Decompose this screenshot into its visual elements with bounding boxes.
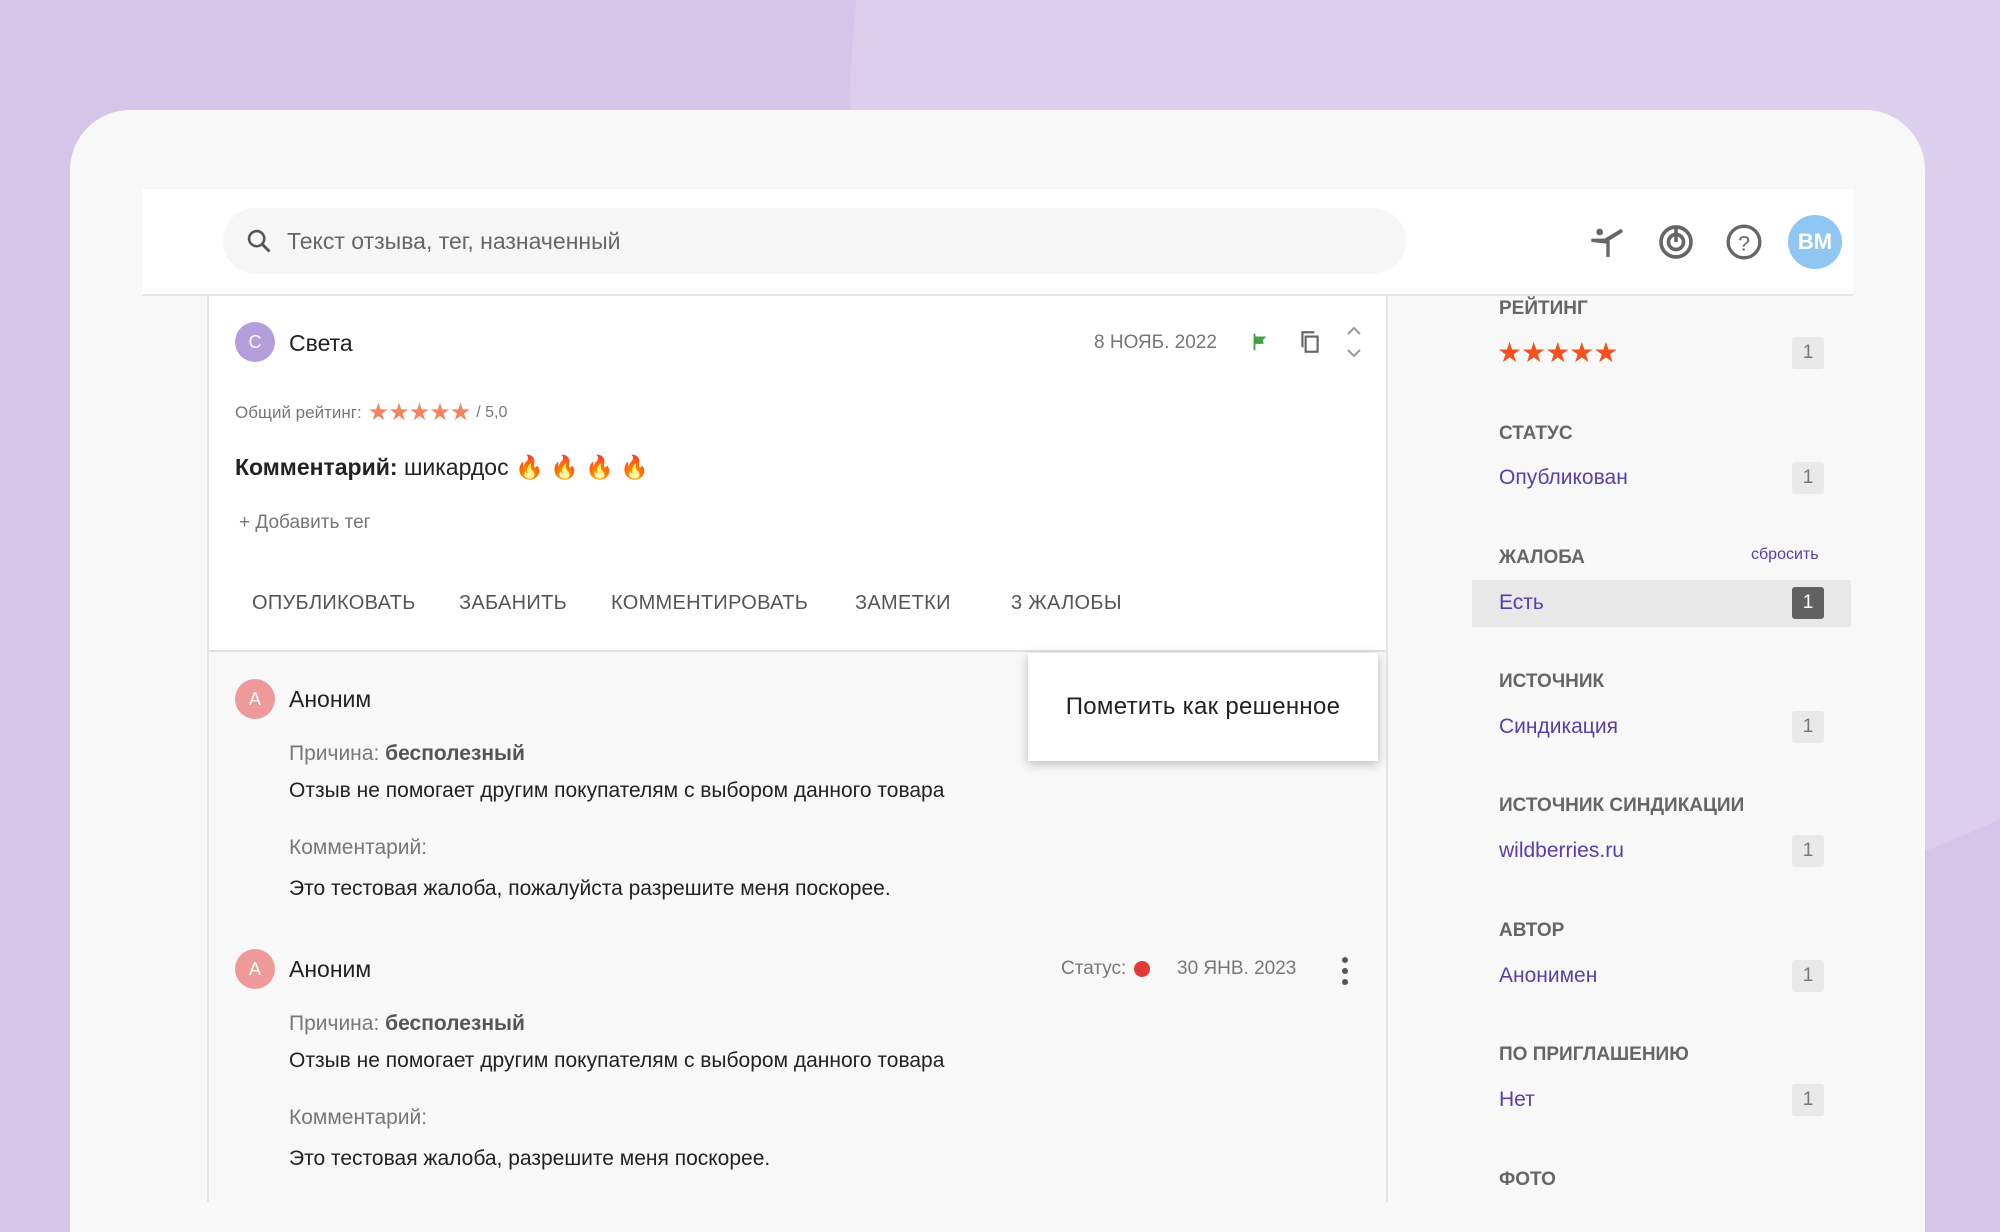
radar-icon[interactable] [1653, 219, 1699, 265]
filter-photo-title: ФОТО [1499, 1169, 1556, 1190]
filter-count: 1 [1792, 587, 1824, 619]
review-main: С Света 8 НОЯБ. 2022 Общий рейтинг: ★★★★… [209, 296, 1386, 652]
filter-count: 1 [1792, 462, 1824, 494]
search-icon [247, 229, 271, 253]
complaint-status: Статус: [1061, 958, 1151, 980]
complaint-author: Аноним [289, 956, 372, 982]
filter-status-value[interactable]: Опубликован [1499, 466, 1628, 489]
top-bar: Текст отзыва, тег, назначенный ? ВМ [142, 189, 1853, 296]
status-label: Статус: [1061, 958, 1127, 979]
reason-label: Причина: [289, 742, 380, 765]
complaint-reason-text: Отзыв не помогает другим покупателям с в… [289, 1049, 945, 1072]
copy-icon[interactable] [1297, 329, 1323, 360]
flag-icon[interactable] [1249, 330, 1271, 359]
add-tag-button[interactable]: + Добавить тег [239, 512, 371, 533]
filter-status-title: СТАТУС [1499, 423, 1573, 444]
comment-label: Комментарий: [235, 454, 398, 480]
author-avatar: С [235, 322, 275, 362]
author-name: Света [289, 330, 353, 356]
reset-filter-link[interactable]: сбросить [1751, 546, 1819, 563]
filter-complaint-selected[interactable] [1472, 580, 1851, 627]
rating-suffix: / 5,0 [476, 403, 508, 421]
complaint-comment: Это тестовая жалоба, разрешите меня поск… [289, 1147, 771, 1170]
rating-stars: ★★★★★ [367, 399, 472, 426]
expand-collapse-icon[interactable] [1345, 324, 1363, 365]
complaint-reason-text: Отзыв не помогает другим покупателям с в… [289, 779, 945, 802]
more-options-icon[interactable] [1339, 956, 1351, 991]
svg-text:?: ? [1738, 230, 1750, 255]
filter-source-title: ИСТОЧНИК [1499, 671, 1605, 692]
complaint-comment-label: Комментарий: [289, 836, 428, 859]
help-icon[interactable]: ? [1721, 219, 1767, 265]
rating-label: Общий рейтинг: [235, 402, 362, 422]
status-dot-icon [1134, 961, 1151, 977]
review-card: С Света 8 НОЯБ. 2022 Общий рейтинг: ★★★★… [207, 296, 1388, 1202]
filter-invite-value[interactable]: Нет [1499, 1088, 1535, 1111]
complaint-comment-label: Комментарий: [289, 1106, 428, 1129]
fire-icon: 🔥 🔥 🔥 🔥 [514, 454, 649, 480]
filter-count: 1 [1792, 337, 1824, 369]
filter-synd-source-value[interactable]: wildberries.ru [1499, 839, 1624, 862]
filter-complaint-value[interactable]: Есть [1499, 591, 1544, 614]
filter-count: 1 [1792, 1084, 1824, 1116]
filter-complaint-title: ЖАЛОБА [1499, 547, 1585, 568]
overall-rating: Общий рейтинг: ★★★★★ / 5,0 [235, 398, 507, 427]
mark-resolved-menu-item[interactable]: Пометить как решенное [1028, 653, 1378, 761]
ban-button[interactable]: ЗАБАНИТЬ [459, 592, 568, 614]
search-input[interactable]: Текст отзыва, тег, назначенный [223, 208, 1406, 274]
publish-button[interactable]: ОПУБЛИКОВАТЬ [252, 592, 416, 614]
reason-value: бесполезный [385, 742, 525, 765]
search-placeholder: Текст отзыва, тег, назначенный [287, 227, 621, 254]
filter-author-value[interactable]: Анонимен [1499, 964, 1598, 987]
review-comment: Комментарий: шикардос 🔥 🔥 🔥 🔥 [235, 454, 649, 481]
user-avatar[interactable]: ВМ [1788, 215, 1842, 269]
filter-author-title: АВТОР [1499, 920, 1565, 941]
complaint-avatar: А [235, 679, 275, 719]
karate-icon[interactable] [1585, 219, 1631, 265]
complaint-comment: Это тестовая жалоба, пожалуйста разрешит… [289, 877, 891, 900]
complaints-button[interactable]: 3 ЖАЛОБЫ [1011, 592, 1122, 614]
review-date: 8 НОЯБ. 2022 [1094, 332, 1217, 353]
filter-count: 1 [1792, 960, 1824, 992]
reason-label: Причина: [289, 1012, 380, 1035]
filter-invite-title: ПО ПРИГЛАШЕНИЮ [1499, 1044, 1689, 1065]
comment-button[interactable]: КОММЕНТИРОВАТЬ [611, 592, 809, 614]
complaint-avatar: А [235, 949, 275, 989]
reason-value: бесполезный [385, 1012, 525, 1035]
filter-source-value[interactable]: Синдикация [1499, 715, 1618, 738]
complaint-reason: Причина: бесполезный [289, 1012, 525, 1036]
complaint-reason: Причина: бесполезный [289, 742, 525, 766]
filter-count: 1 [1792, 711, 1824, 743]
filter-synd-source-title: ИСТОЧНИК СИНДИКАЦИИ [1499, 795, 1745, 816]
filter-rating-stars[interactable]: ★★★★★ [1497, 337, 1619, 368]
complaint-author: Аноним [289, 686, 372, 712]
complaint-date: 30 ЯНВ. 2023 [1177, 958, 1297, 979]
filter-rating-title: РЕЙТИНГ [1499, 298, 1588, 319]
filter-count: 1 [1792, 835, 1824, 867]
notes-button[interactable]: ЗАМЕТКИ [855, 592, 951, 614]
comment-text: шикардос [403, 454, 509, 480]
